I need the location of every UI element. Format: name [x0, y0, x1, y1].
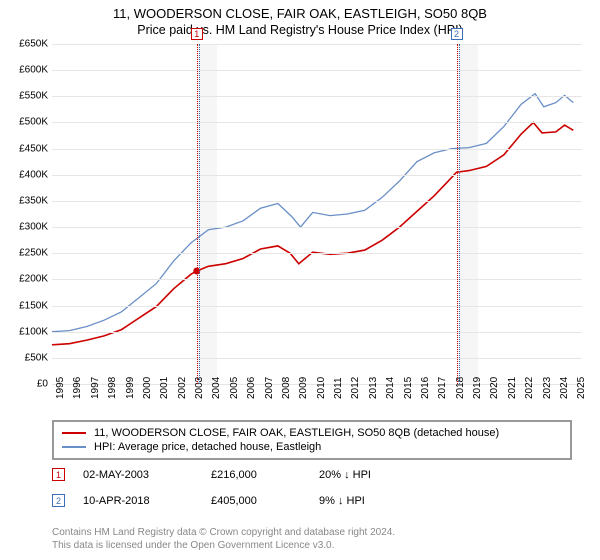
sale-marker-icon: 2: [52, 494, 65, 507]
x-tick-label: 2014: [385, 377, 396, 399]
x-tick-label: 2015: [403, 377, 414, 399]
x-tick-label: 2006: [246, 377, 257, 399]
y-tick-label: £250K: [8, 248, 48, 259]
x-tick-label: 2001: [159, 377, 170, 399]
x-tick-label: 2010: [316, 377, 327, 399]
y-tick-label: £200K: [8, 274, 48, 285]
footer-line: Contains HM Land Registry data © Crown c…: [52, 526, 572, 539]
y-tick-label: £100K: [8, 326, 48, 337]
y-tick-label: £600K: [8, 65, 48, 76]
y-tick-label: £0: [8, 379, 48, 390]
y-tick-label: £400K: [8, 169, 48, 180]
sale-row: 1 02-MAY-2003 £216,000 20% ↓ HPI: [52, 468, 572, 481]
legend-label: HPI: Average price, detached house, East…: [94, 441, 321, 453]
x-tick-label: 2012: [350, 377, 361, 399]
x-tick-label: 2007: [264, 377, 275, 399]
sale-date: 02-MAY-2003: [83, 469, 193, 481]
sale-delta: 20% ↓ HPI: [319, 469, 371, 481]
sale-marker: 2: [451, 28, 463, 40]
x-tick-label: 2017: [437, 377, 448, 399]
x-tick-label: 1996: [72, 377, 83, 399]
x-tick-label: 2023: [542, 377, 553, 399]
y-tick-label: £450K: [8, 143, 48, 154]
y-tick-label: £50K: [8, 352, 48, 363]
sale-marker: 1: [191, 28, 203, 40]
x-tick-label: 2020: [489, 377, 500, 399]
sale-row: 2 10-APR-2018 £405,000 9% ↓ HPI: [52, 494, 572, 507]
y-tick-label: £650K: [8, 39, 48, 50]
legend-item: HPI: Average price, detached house, East…: [62, 440, 562, 454]
x-tick-label: 1997: [90, 377, 101, 399]
sale-delta: 9% ↓ HPI: [319, 495, 365, 507]
legend-swatch: [62, 432, 86, 434]
y-tick-label: £350K: [8, 195, 48, 206]
x-tick-label: 1999: [125, 377, 136, 399]
chart: £0 £50K £100K £150K £200K £250K £300K £350K £400…: [8, 44, 592, 414]
chart-lines: [52, 44, 582, 384]
title-address: 11, WOODERSON CLOSE, FAIR OAK, EASTLEIGH…: [0, 0, 600, 21]
footer: Contains HM Land Registry data © Crown c…: [52, 526, 572, 552]
title-subtitle: Price paid vs. HM Land Registry's House …: [0, 21, 600, 37]
x-tick-label: 2019: [472, 377, 483, 399]
y-tick-label: £150K: [8, 300, 48, 311]
y-tick-label: £500K: [8, 117, 48, 128]
x-tick-label: 2009: [298, 377, 309, 399]
y-tick-label: £300K: [8, 222, 48, 233]
x-tick-label: 2008: [281, 377, 292, 399]
x-tick-label: 2013: [368, 377, 379, 399]
plot-area: £0£50K£100K£150K£200K£250K£300K£350K£400…: [52, 44, 582, 384]
x-tick-label: 2004: [211, 377, 222, 399]
x-tick-label: 2021: [507, 377, 518, 399]
sale-price: £216,000: [211, 469, 301, 481]
y-tick-label: £550K: [8, 91, 48, 102]
x-tick-label: 2024: [559, 377, 570, 399]
x-tick-label: 1998: [107, 377, 118, 399]
sale-price: £405,000: [211, 495, 301, 507]
sale-marker-icon: 1: [52, 468, 65, 481]
x-tick-label: 2011: [333, 377, 344, 399]
legend-swatch: [62, 446, 86, 448]
x-tick-label: 2005: [229, 377, 240, 399]
legend: 11, WOODERSON CLOSE, FAIR OAK, EASTLEIGH…: [52, 420, 572, 460]
x-tick-label: 2022: [524, 377, 535, 399]
x-tick-label: 2000: [142, 377, 153, 399]
legend-item: 11, WOODERSON CLOSE, FAIR OAK, EASTLEIGH…: [62, 426, 562, 440]
x-tick-label: 2002: [177, 377, 188, 399]
x-tick-label: 2016: [420, 377, 431, 399]
legend-label: 11, WOODERSON CLOSE, FAIR OAK, EASTLEIGH…: [94, 427, 499, 439]
x-tick-label: 1995: [55, 377, 66, 399]
footer-line: This data is licensed under the Open Gov…: [52, 539, 572, 552]
sale-date: 10-APR-2018: [83, 495, 193, 507]
x-tick-label: 2025: [576, 377, 587, 399]
